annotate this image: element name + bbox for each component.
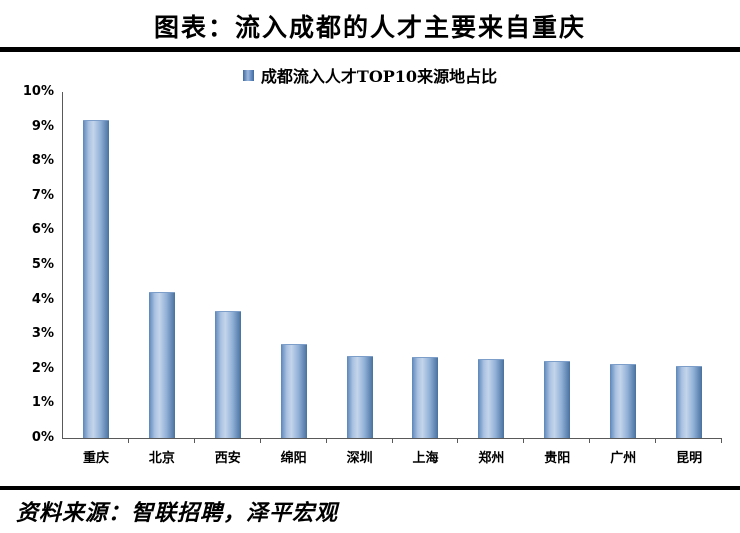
bar-昆明 bbox=[676, 366, 703, 438]
y-tick-label: 3% bbox=[31, 326, 54, 342]
x-tick bbox=[458, 438, 525, 443]
x-tick bbox=[63, 438, 129, 443]
bar-西安 bbox=[214, 310, 241, 438]
bar-slot bbox=[327, 92, 393, 438]
bar-chart: 0% 1% 2% 3% 4% 5% 6% 7% 8% 9% 10% 重庆 北京 西安 绵阳 深圳 上海 郑州 贵阳… bbox=[14, 84, 724, 466]
bottom-divider bbox=[0, 486, 740, 490]
page-title: 图表：流入成都的人才主要来自重庆 bbox=[153, 13, 586, 42]
legend-marker-icon bbox=[242, 69, 254, 81]
x-axis-label: 重庆 bbox=[82, 451, 109, 466]
bar-slot bbox=[524, 92, 590, 438]
x-tick bbox=[590, 438, 657, 443]
bar-重庆 bbox=[82, 120, 109, 438]
x-tick bbox=[656, 438, 723, 443]
x-axis-ticks bbox=[63, 438, 723, 443]
x-axis-label: 北京 bbox=[148, 451, 175, 466]
x-tick bbox=[524, 438, 591, 443]
bar-郑州 bbox=[478, 359, 505, 438]
bar-绵阳 bbox=[280, 343, 307, 438]
y-tick-label: 9% bbox=[31, 118, 54, 134]
legend-label: 成都流入人才TOP10来源地占比 bbox=[260, 67, 498, 86]
x-axis-label: 上海 bbox=[412, 451, 439, 466]
x-axis-label: 西安 bbox=[214, 451, 241, 466]
bar-slot bbox=[129, 92, 195, 438]
y-tick-label: 5% bbox=[31, 257, 54, 272]
x-tick bbox=[393, 438, 459, 443]
x-axis-label: 深圳 bbox=[346, 451, 373, 466]
bar-贵阳 bbox=[544, 360, 571, 438]
y-tick-label: 8% bbox=[31, 153, 54, 169]
y-tick-label: 1% bbox=[31, 395, 54, 411]
bar-slot bbox=[590, 92, 656, 438]
bar-北京 bbox=[148, 291, 175, 438]
bar-广州 bbox=[610, 364, 637, 438]
y-tick-label: 2% bbox=[31, 360, 54, 376]
bar-slot bbox=[393, 92, 459, 438]
plot-area: 重庆 北京 西安 绵阳 深圳 上海 郑州 贵阳 广州 昆明 bbox=[62, 92, 723, 466]
x-axis-label: 贵阳 bbox=[544, 451, 571, 466]
y-tick-label: 7% bbox=[31, 187, 54, 203]
x-tick bbox=[129, 438, 195, 443]
y-tick-label: 6% bbox=[31, 222, 54, 238]
x-axis-label: 郑州 bbox=[478, 451, 505, 466]
y-tick-label: 0% bbox=[31, 430, 54, 445]
bars bbox=[63, 92, 722, 438]
bar-slot bbox=[63, 92, 129, 438]
y-tick-label: 10% bbox=[22, 84, 54, 99]
x-axis-labels: 重庆 北京 西安 绵阳 深圳 上海 郑州 贵阳 广州 昆明 bbox=[63, 447, 722, 466]
bar-slot bbox=[458, 92, 524, 438]
legend: 成都流入人才TOP10来源地占比 bbox=[0, 63, 740, 87]
x-axis-label: 昆明 bbox=[676, 451, 703, 466]
x-axis-label: 绵阳 bbox=[280, 451, 307, 466]
x-tick bbox=[261, 438, 327, 443]
top-divider bbox=[0, 47, 740, 52]
bar-slot bbox=[195, 92, 261, 438]
x-axis-label: 广州 bbox=[610, 451, 637, 466]
bar-slot bbox=[261, 92, 327, 438]
source-note: 资料来源：智联招聘，泽平宏观 bbox=[16, 500, 339, 526]
y-tick-label: 4% bbox=[31, 291, 54, 307]
bar-slot bbox=[656, 92, 722, 438]
y-axis: 0% 1% 2% 3% 4% 5% 6% 7% 8% 9% 10% bbox=[14, 84, 62, 445]
bar-上海 bbox=[412, 357, 439, 438]
x-tick bbox=[327, 438, 393, 443]
bar-深圳 bbox=[346, 355, 373, 438]
x-tick bbox=[195, 438, 261, 443]
